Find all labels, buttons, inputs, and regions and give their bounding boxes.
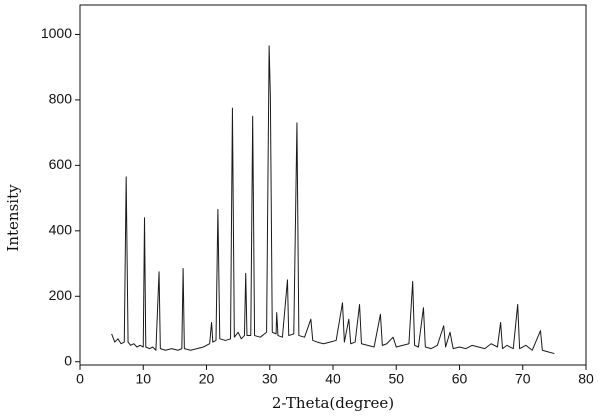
- x-tick-label: 20: [199, 371, 215, 387]
- y-tick-label: 200: [49, 287, 73, 303]
- y-tick-label: 800: [49, 91, 73, 107]
- y-tick-label: 0: [64, 352, 72, 368]
- x-tick-label: 50: [388, 371, 404, 387]
- x-tick-label: 70: [515, 371, 531, 387]
- y-axis-title: Intensity: [4, 184, 22, 252]
- y-tick-label: 600: [49, 156, 73, 172]
- x-tick-label: 80: [578, 371, 594, 387]
- x-tick-label: 0: [76, 371, 84, 387]
- y-tick-label: 1000: [41, 25, 72, 41]
- x-tick-label: 30: [262, 371, 278, 387]
- x-tick-label: 60: [452, 371, 468, 387]
- y-tick-label: 400: [49, 222, 73, 238]
- x-axis-title: 2-Theta(degree): [272, 394, 394, 412]
- x-tick-label: 10: [135, 371, 151, 387]
- data-line: [111, 45, 555, 355]
- x-tick-label: 40: [325, 371, 341, 387]
- plot-frame: [79, 4, 587, 366]
